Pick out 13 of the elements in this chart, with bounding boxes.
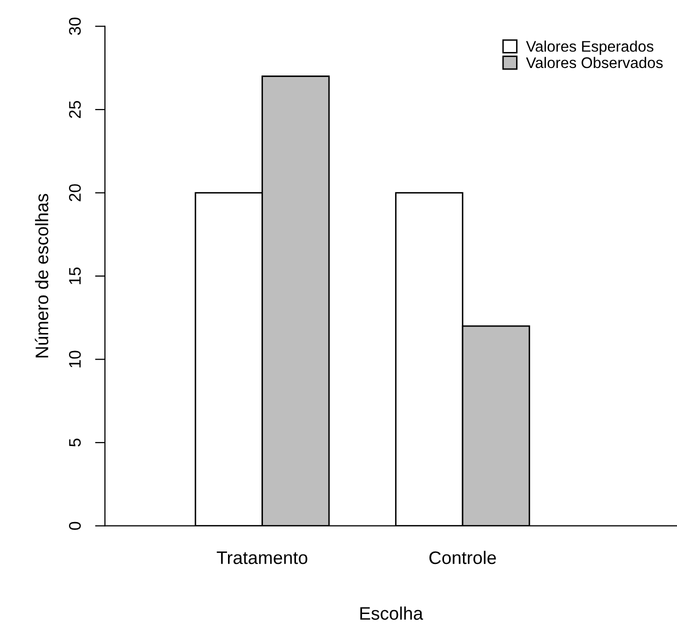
y-axis-title: Número de escolhas: [34, 194, 48, 358]
y-tick-label: 20: [69, 184, 81, 202]
x-tick-label: Controle: [429, 550, 496, 564]
y-tick-label: 30: [69, 18, 81, 35]
legend-label: Valores Observados: [526, 56, 663, 68]
y-tick-label: 0: [69, 522, 81, 530]
x-tick-label: Tratamento: [216, 552, 308, 564]
x-axis-title: Escolha: [360, 606, 424, 620]
y-tick-label: 15: [69, 267, 81, 284]
y-tick-label: 5: [69, 438, 81, 447]
y-tick-label: 10: [69, 350, 81, 368]
legend-label: Valores Esperados: [526, 40, 654, 55]
y-tick-label: 25: [69, 100, 81, 118]
